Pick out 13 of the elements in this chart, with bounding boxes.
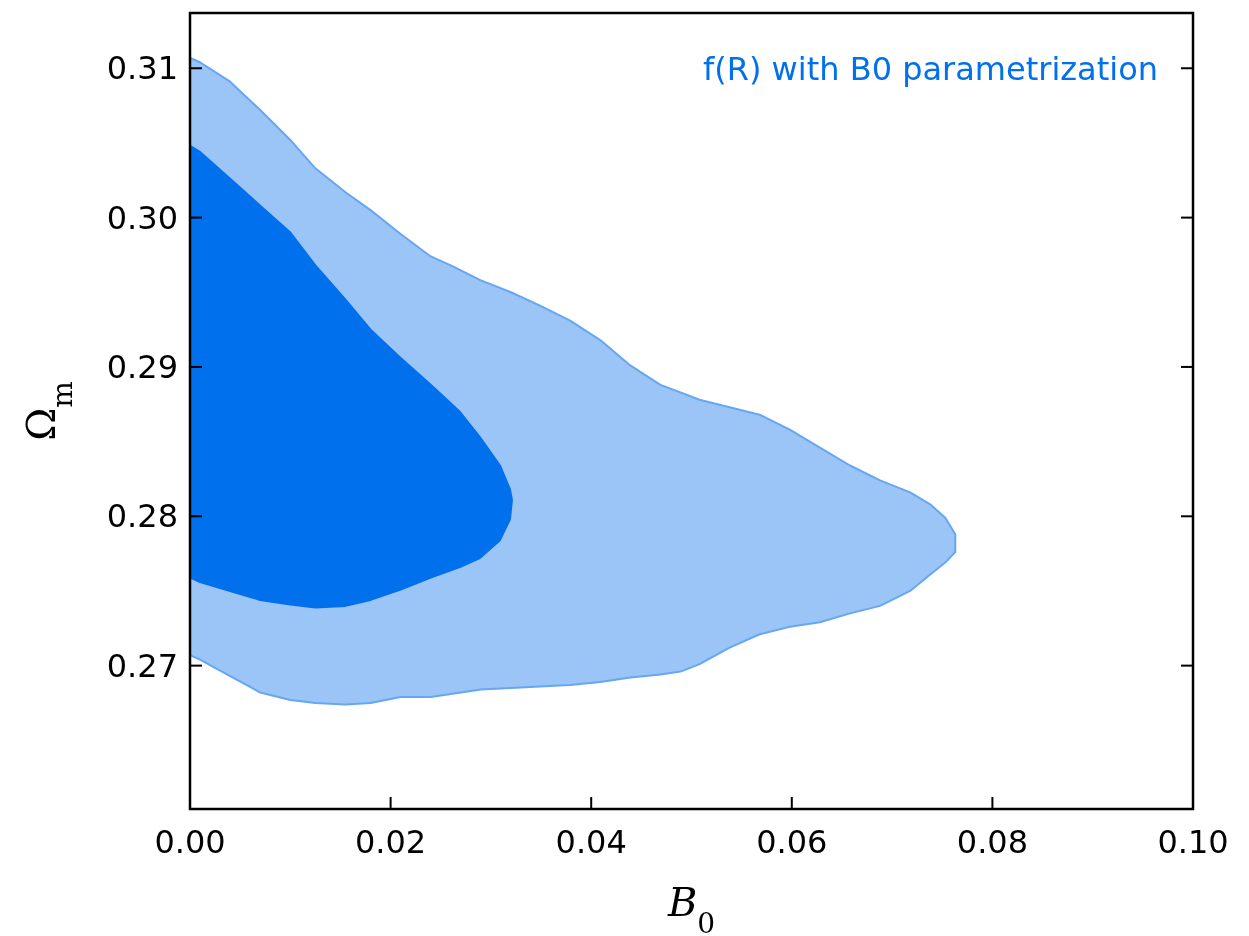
x-axis-title: B$_{0}$ — [666, 879, 716, 936]
y-tick-label: 0.28 — [106, 497, 178, 536]
y-tick-label: 0.31 — [106, 49, 178, 88]
annotation: f(R) with B0 parametrization — [702, 50, 1158, 88]
x-tick-label: 0.04 — [555, 823, 627, 861]
y-tick-label: 0.29 — [106, 348, 178, 387]
x-tick-label: 0.06 — [756, 823, 828, 861]
x-tick-label: 0.10 — [1157, 823, 1229, 861]
x-tick-label: 0.00 — [154, 823, 226, 861]
y-tick-label: 0.30 — [106, 198, 178, 237]
x-tick-label: 0.08 — [956, 823, 1029, 861]
x-tick-label: 0.02 — [354, 823, 427, 861]
y-tick-label: 0.27 — [106, 646, 178, 685]
